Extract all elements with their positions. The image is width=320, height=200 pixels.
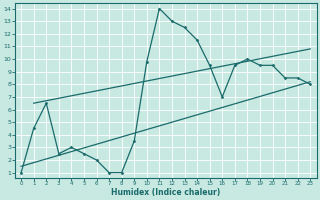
X-axis label: Humidex (Indice chaleur): Humidex (Indice chaleur) <box>111 188 220 197</box>
